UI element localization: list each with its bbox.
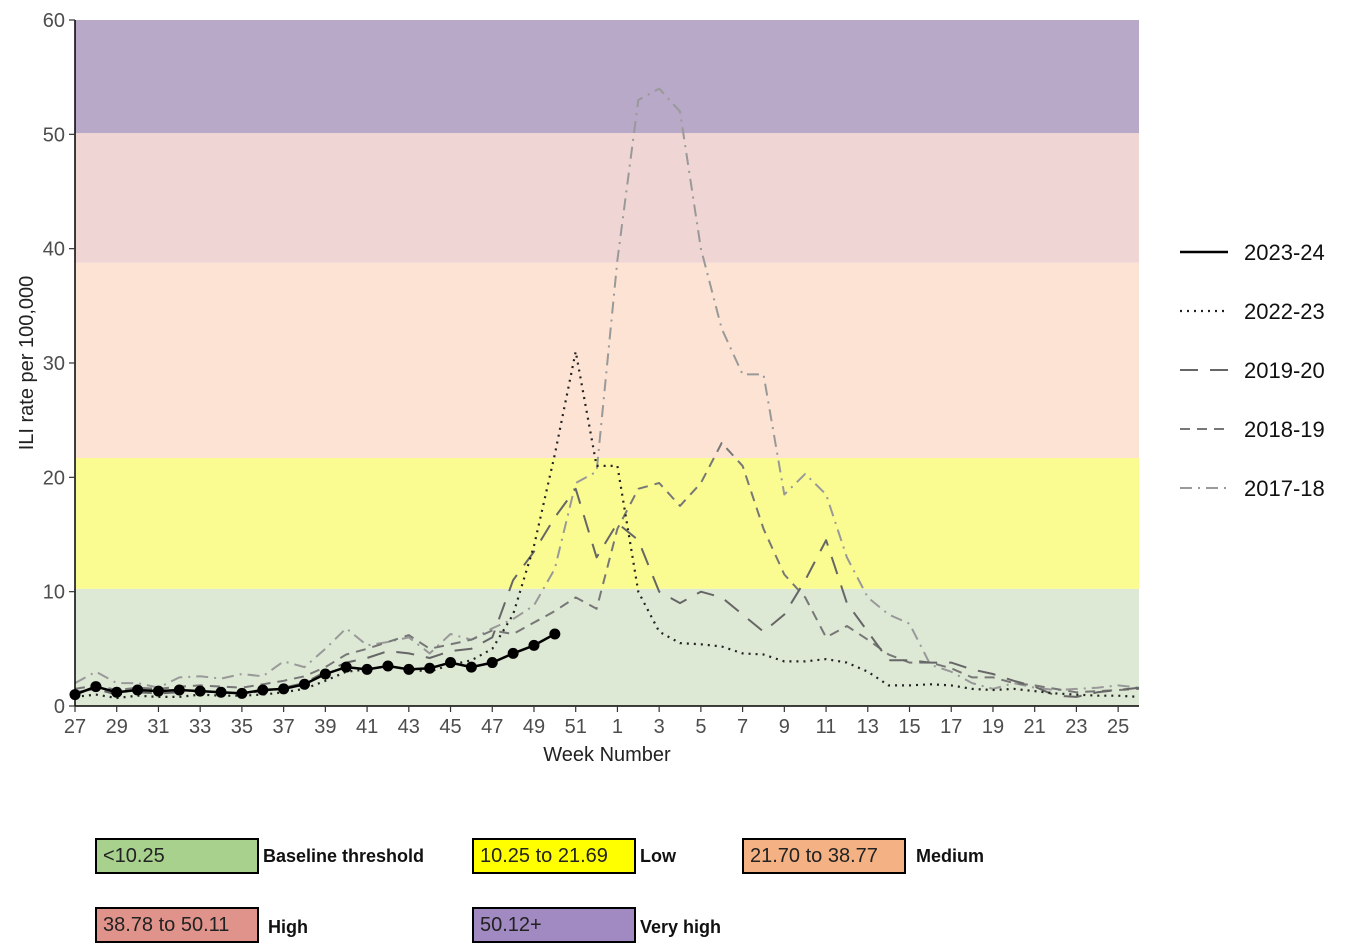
legend-label-2017-18: 2017-18 — [1244, 476, 1325, 501]
x-tick-label-27: 27 — [64, 716, 86, 738]
y-axis-title: ILI rate per 100,000 — [16, 276, 38, 451]
x-tick-label-51: 51 — [565, 716, 587, 738]
x-tick-label-25: 25 — [1107, 716, 1129, 738]
point-2023-24-7 — [215, 686, 227, 698]
point-2023-24-18 — [445, 657, 457, 669]
x-tick-label-41: 41 — [356, 716, 378, 738]
point-2023-24-10 — [278, 683, 290, 695]
point-2023-24-8 — [236, 687, 248, 699]
x-tick-label-43: 43 — [398, 716, 420, 738]
point-2023-24-3 — [132, 684, 144, 696]
y-tick-label-40: 40 — [43, 239, 65, 261]
threshold-label-high: High — [268, 917, 308, 937]
y-tick-label-20: 20 — [43, 467, 65, 489]
x-tick-label-31: 31 — [147, 716, 169, 738]
point-2023-24-6 — [194, 685, 206, 697]
x-tick-label-21: 21 — [1024, 716, 1046, 738]
series-line-2017-18 — [74, 87, 1140, 691]
point-2023-24-23 — [549, 628, 561, 640]
point-2023-24-17 — [424, 662, 436, 674]
point-2023-24-11 — [298, 678, 310, 690]
point-2023-24-1 — [90, 681, 102, 693]
point-2023-24-14 — [361, 663, 373, 675]
legend-label-2023-24: 2023-24 — [1244, 240, 1325, 265]
x-tick-label-11: 11 — [816, 716, 837, 738]
x-axis-title: Week Number — [543, 744, 671, 766]
x-tick-label-3: 3 — [654, 716, 665, 738]
x-tick-label-7: 7 — [737, 716, 748, 738]
legend-label-2018-19: 2018-19 — [1244, 417, 1325, 442]
series-line-2019-20 — [74, 487, 1140, 698]
series-lines — [69, 87, 1140, 701]
threshold-box-low: 10.25 to 21.69 — [472, 838, 636, 874]
point-2023-24-5 — [173, 684, 185, 696]
legend-label-2019-20: 2019-20 — [1244, 358, 1325, 383]
x-tick-label-33: 33 — [189, 716, 211, 738]
threshold-label-low: Low — [640, 846, 676, 866]
x-tick-label-29: 29 — [106, 716, 128, 738]
legend-label-2022-23: 2022-23 — [1244, 299, 1325, 324]
threshold-label-medium: Medium — [916, 846, 985, 866]
y-tick-label-10: 10 — [43, 582, 65, 604]
x-tick-label-13: 13 — [857, 716, 879, 738]
x-tick-label-15: 15 — [898, 716, 920, 738]
x-tick-label-37: 37 — [273, 716, 295, 738]
point-2023-24-16 — [403, 663, 415, 675]
point-2023-24-15 — [382, 660, 394, 672]
x-tick-label-39: 39 — [314, 716, 336, 738]
x-tick-label-47: 47 — [481, 716, 503, 738]
y-tick-label-50: 50 — [43, 124, 65, 146]
x-tick-label-9: 9 — [779, 716, 790, 738]
x-tick-label-17: 17 — [940, 716, 962, 738]
y-tick-label-60: 60 — [43, 10, 65, 32]
x-tick-label-49: 49 — [523, 716, 545, 738]
point-2023-24-9 — [257, 684, 269, 696]
threshold-box-medium: 21.70 to 38.77 — [742, 838, 906, 874]
threshold-label-baseline: Baseline threshold — [263, 846, 425, 866]
band-3 — [75, 133, 1139, 263]
x-tick-label-45: 45 — [439, 716, 461, 738]
x-tick-label-5: 5 — [695, 716, 706, 738]
x-tick-label-19: 19 — [982, 716, 1004, 738]
series-legend: 2023-24 2022-23 2019-20 2018-19 2017-18 — [1180, 240, 1325, 501]
point-2023-24-4 — [152, 685, 164, 697]
y-tick-label-30: 30 — [43, 353, 65, 375]
threshold-box-very-high: 50.12+ — [472, 907, 636, 943]
point-2023-24-13 — [340, 661, 352, 673]
point-2023-24-19 — [465, 661, 477, 673]
point-2023-24-22 — [528, 639, 540, 651]
point-2023-24-12 — [319, 668, 331, 680]
series-line-2018-19 — [74, 442, 1140, 694]
point-2023-24-2 — [111, 686, 123, 698]
x-tick-label-23: 23 — [1065, 716, 1087, 738]
threshold-box-baseline: <10.25 — [95, 838, 259, 874]
point-2023-24-21 — [507, 647, 519, 659]
threshold-box-high: 38.78 to 50.11 — [95, 907, 259, 943]
band-4 — [75, 20, 1139, 134]
point-2023-24-20 — [486, 657, 498, 669]
y-tick-label-0: 0 — [54, 696, 65, 718]
threshold-bands — [75, 20, 1139, 706]
threshold-label-very-high: Very high — [640, 917, 722, 937]
x-tick-label-35: 35 — [231, 716, 253, 738]
band-1 — [75, 458, 1139, 589]
x-tick-label-1: 1 — [612, 716, 623, 738]
